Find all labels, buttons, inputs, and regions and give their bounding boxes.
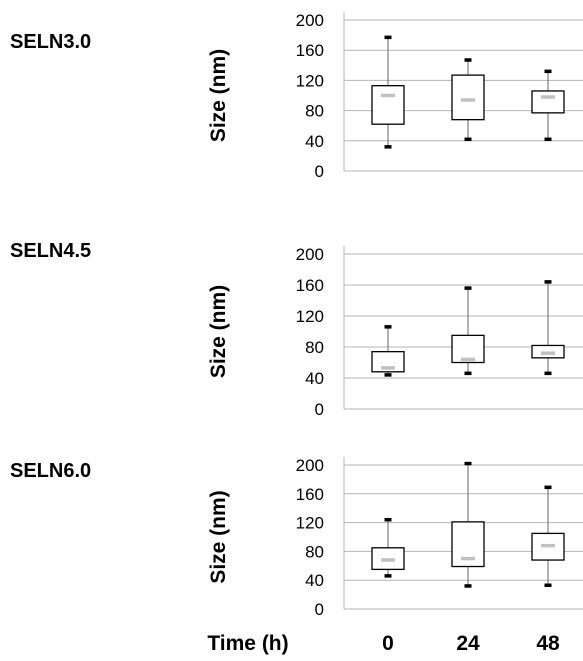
y-tick-label-0-4: 160: [296, 41, 324, 60]
y-axis-label-2: Size (nm): [207, 490, 230, 583]
x-tick-label-2: 48: [536, 632, 560, 655]
y-tick-label-1-1: 40: [305, 369, 324, 388]
y-axis-label-1: Size (nm): [207, 285, 230, 378]
y-tick-label-1-5: 200: [296, 245, 324, 264]
y-tick-label-2-4: 160: [296, 485, 324, 504]
x-axis-label: Time (h): [207, 632, 288, 655]
y-tick-label-1-3: 120: [296, 307, 324, 326]
y-tick-label-2-1: 40: [305, 571, 324, 590]
x-tick-label-1: 24: [456, 632, 480, 655]
y-tick-label-0-2: 80: [305, 102, 324, 121]
y-tick-label-2-0: 0: [315, 600, 324, 619]
y-tick-label-1-4: 160: [296, 276, 324, 295]
iqr-box-0-2: [531, 90, 565, 114]
y-tick-label-1-0: 0: [315, 400, 324, 419]
panel-title-seln3: SELN3.0: [10, 31, 92, 53]
panel-title-seln6: SELN6.0: [10, 460, 92, 482]
y-tick-label-2-2: 80: [305, 542, 324, 561]
panel-title-seln45: SELN4.5: [10, 240, 92, 262]
y-tick-label-0-5: 200: [296, 11, 324, 30]
y-tick-label-2-5: 200: [296, 456, 324, 475]
y-tick-label-0-1: 40: [305, 132, 324, 151]
iqr-box-0-1: [451, 74, 485, 121]
y-axis-label-0: Size (nm): [207, 49, 230, 142]
x-tick-label-0: 0: [382, 632, 394, 655]
y-tick-label-1-2: 80: [305, 338, 324, 357]
iqr-box-0-0: [371, 85, 405, 125]
y-tick-label-2-3: 120: [296, 514, 324, 533]
y-tick-label-0-3: 120: [296, 71, 324, 90]
iqr-box-1-0: [371, 350, 405, 373]
y-tick-label-0-0: 0: [315, 162, 324, 181]
